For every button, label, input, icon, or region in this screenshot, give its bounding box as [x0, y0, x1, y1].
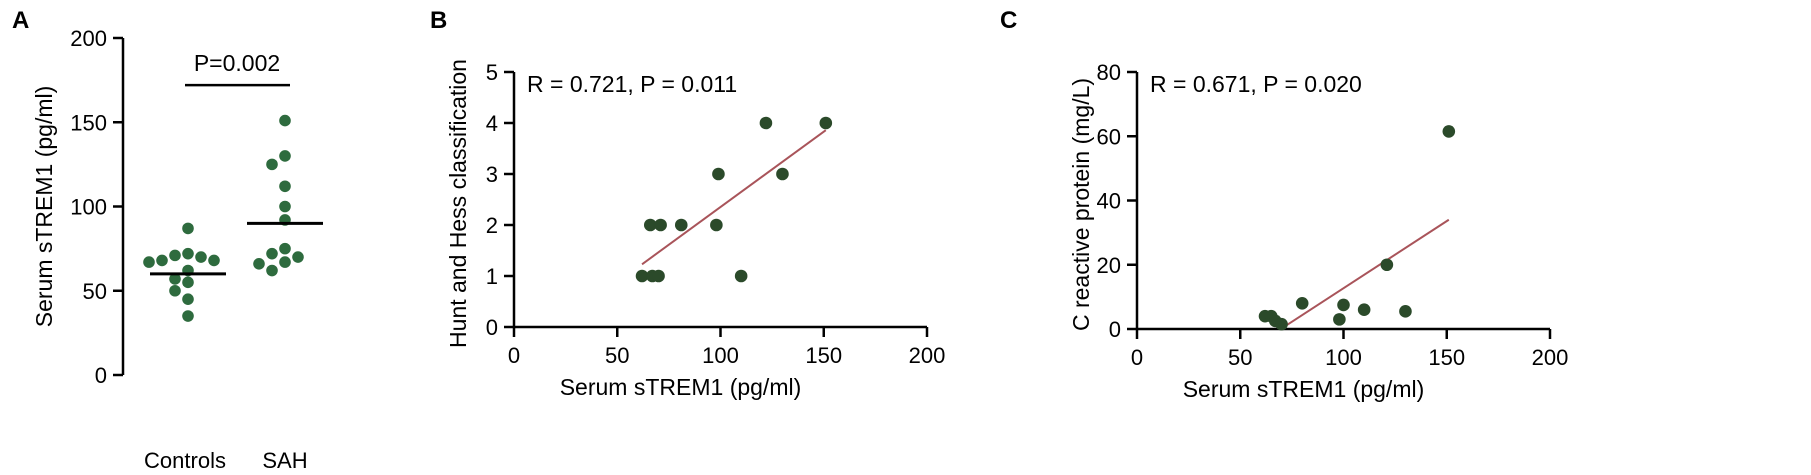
- y-tick-label: 50: [83, 279, 107, 304]
- y-axis-title: Serum sTREM1 (pg/ml): [31, 86, 57, 328]
- panel-letter-b: B: [430, 7, 447, 34]
- data-point: [652, 269, 665, 283]
- x-tick-label: 50: [1228, 345, 1252, 370]
- data-point: [654, 218, 667, 232]
- correlation-annotation: R = 0.721, P = 0.011: [527, 71, 737, 97]
- x-axis-title: Serum sTREM1 (pg/ml): [1183, 376, 1425, 402]
- data-point: [279, 180, 291, 193]
- data-point: [169, 284, 181, 297]
- data-point: [1442, 125, 1456, 138]
- y-tick-label: 4: [486, 111, 498, 136]
- data-point: [169, 273, 181, 285]
- x-tick-label: 200: [909, 343, 946, 368]
- x-tick-label: 50: [605, 343, 629, 368]
- data-point: [182, 247, 194, 260]
- y-tick-label: 40: [1097, 189, 1121, 214]
- x-tick-label: 150: [1428, 345, 1465, 370]
- data-point: [253, 257, 265, 270]
- x-tick-label: 0: [1131, 345, 1143, 370]
- data-point: [156, 254, 168, 267]
- y-tick-label: 200: [70, 26, 107, 51]
- data-point: [266, 247, 278, 260]
- x-tick-label: 0: [508, 343, 520, 368]
- p-value-annotation: P=0.002: [194, 50, 280, 76]
- y-axis-title: Hunt and Hess classification: [445, 59, 471, 348]
- y-tick-label: 1: [486, 264, 498, 289]
- correlation-annotation: R = 0.671, P = 0.020: [1150, 71, 1362, 97]
- data-point: [1380, 258, 1394, 272]
- data-point: [776, 167, 789, 181]
- data-point: [182, 293, 194, 305]
- data-point: [169, 249, 181, 262]
- data-point: [819, 116, 833, 130]
- y-tick-label: 5: [486, 60, 498, 85]
- category-label: Controls: [144, 448, 226, 473]
- data-point: [292, 251, 304, 263]
- data-point: [734, 269, 748, 283]
- data-point: [1399, 305, 1412, 318]
- x-tick-label: 200: [1532, 345, 1569, 370]
- data-point: [674, 218, 688, 232]
- y-axis-title: C reactive protein (mg/L): [1068, 78, 1094, 331]
- data-point: [182, 222, 194, 235]
- y-tick-label: 0: [95, 363, 107, 388]
- data-point: [1337, 298, 1350, 312]
- y-tick-label: 0: [486, 315, 498, 340]
- data-point: [712, 167, 725, 181]
- data-point: [635, 269, 649, 283]
- data-point: [710, 218, 723, 232]
- x-tick-label: 100: [1325, 345, 1362, 370]
- data-point: [182, 276, 194, 289]
- data-point: [279, 114, 291, 127]
- data-point: [182, 310, 194, 322]
- y-tick-label: 60: [1097, 124, 1121, 149]
- x-axis-title: Serum sTREM1 (pg/ml): [560, 374, 802, 400]
- data-point: [759, 116, 773, 130]
- data-point: [143, 256, 155, 268]
- panel-a: A 0 50 100 150 200 Serum sTREM1 (pg/ml) Control…: [12, 7, 323, 473]
- y-tick-label: 150: [70, 110, 107, 135]
- y-tick-label: 3: [486, 162, 498, 187]
- y-tick-label: 2: [486, 213, 498, 238]
- data-point: [279, 242, 291, 255]
- data-point: [1357, 303, 1371, 317]
- data-point: [195, 251, 207, 263]
- regression-line: [1285, 218, 1450, 327]
- data-point: [208, 254, 220, 267]
- data-point: [1295, 297, 1309, 310]
- panel-letter-c: C: [1000, 7, 1017, 34]
- data-point: [279, 256, 291, 268]
- data-point: [643, 218, 657, 232]
- y-tick-label: 20: [1097, 253, 1121, 278]
- data-point: [279, 200, 291, 213]
- panel-c: C 0 20 40 60 80 0 50 100 150 200 Serum sTREM1 (pg/m…: [1000, 7, 1568, 402]
- y-tick-label: 100: [70, 195, 107, 220]
- y-tick-label: 0: [1109, 317, 1121, 342]
- data-point: [266, 264, 278, 277]
- x-tick-label: 100: [702, 343, 739, 368]
- data-point: [1333, 313, 1346, 326]
- x-tick-label: 150: [805, 343, 842, 368]
- panel-letter-a: A: [12, 7, 29, 34]
- data-point: [266, 158, 278, 171]
- regression-line: [641, 129, 827, 266]
- data-point: [279, 150, 291, 162]
- category-label: SAH: [262, 448, 307, 473]
- y-tick-label: 80: [1097, 60, 1121, 85]
- data-point: [1275, 317, 1288, 331]
